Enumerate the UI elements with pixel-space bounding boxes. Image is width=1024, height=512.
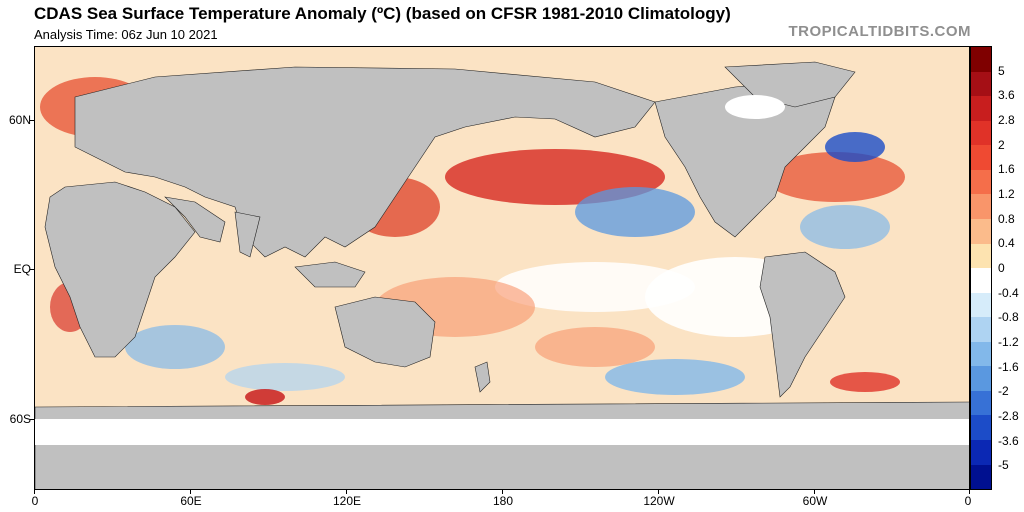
colorbar-label: -5	[998, 458, 1009, 473]
colorbar-label: -0.8	[998, 310, 1019, 325]
colorbar-label: 1.6	[998, 162, 1015, 177]
colorbar-label: 1.2	[998, 187, 1015, 201]
analysis-time: Analysis Time: 06z Jun 10 2021	[34, 27, 218, 42]
map-canvas	[35, 47, 969, 489]
colorbar-segment	[971, 47, 991, 72]
colorbar-label: -2	[998, 384, 1009, 399]
lat-label-60s: 60S	[9, 412, 31, 426]
colorbar-segment	[971, 96, 991, 121]
colorbar-segment	[971, 415, 991, 440]
sea-ice	[35, 95, 969, 445]
lon-label-180: 180	[492, 494, 514, 508]
lon-tick	[34, 490, 35, 494]
sst-anomaly-map	[34, 46, 970, 490]
lon-tick	[346, 490, 347, 494]
brand-watermark[interactable]: TROPICALTIDBITS.COM	[788, 23, 971, 40]
colorbar-label: 0.8	[998, 211, 1015, 226]
colorbar-segment	[971, 120, 991, 146]
lat-label-eq: EQ	[13, 262, 31, 276]
colorbar-label: 0.4	[998, 236, 1015, 251]
colorbar-segment	[971, 218, 991, 244]
lat-label-60n: 60N	[8, 113, 31, 127]
lon-label-60w: 60W	[802, 494, 828, 508]
colorbar-segment	[971, 341, 991, 367]
lat-tick	[30, 419, 34, 420]
colorbar-segment	[971, 194, 991, 219]
colorbar-label: -3.6	[998, 433, 1019, 448]
colorbar-label: -1.2	[998, 335, 1019, 349]
colorbar-label: 2	[998, 137, 1005, 152]
lat-tick	[30, 269, 34, 270]
colorbar-segment	[971, 317, 991, 342]
colorbar-segment	[971, 243, 991, 269]
lon-tick	[814, 490, 815, 494]
lon-tick	[502, 490, 503, 494]
colorbar-label: -1.6	[998, 359, 1019, 374]
colorbar-label: 5	[998, 63, 1005, 78]
lon-tick	[190, 490, 191, 494]
lon-label-120w: 120W	[643, 494, 675, 508]
lon-label-120e: 120E	[332, 494, 362, 508]
colorbar-segment	[971, 440, 991, 465]
colorbar-segment	[971, 169, 991, 195]
colorbar-segment	[971, 292, 991, 318]
lon-label-0-right: 0	[964, 494, 972, 508]
colorbar-label: 2.8	[998, 113, 1015, 127]
lon-label-60e: 60E	[180, 494, 202, 508]
colorbar-label: 3.6	[998, 88, 1015, 103]
lat-tick	[30, 120, 34, 121]
colorbar-label: -0.4	[998, 285, 1019, 300]
colorbar-segment	[971, 366, 991, 391]
lon-tick	[969, 490, 970, 494]
colorbar-label: 0	[998, 261, 1005, 275]
lon-label-0: 0	[31, 494, 39, 508]
colorbar-segment	[971, 268, 991, 293]
colorbar-segment	[971, 464, 991, 490]
colorbar-label: -2.8	[998, 409, 1019, 423]
colorbar-segment	[971, 390, 991, 416]
map-title: CDAS Sea Surface Temperature Anomaly (ºC…	[34, 4, 731, 23]
colorbar-segment	[971, 145, 991, 170]
lon-tick	[658, 490, 659, 494]
colorbar-segment	[971, 71, 991, 97]
colorbar	[970, 46, 992, 490]
